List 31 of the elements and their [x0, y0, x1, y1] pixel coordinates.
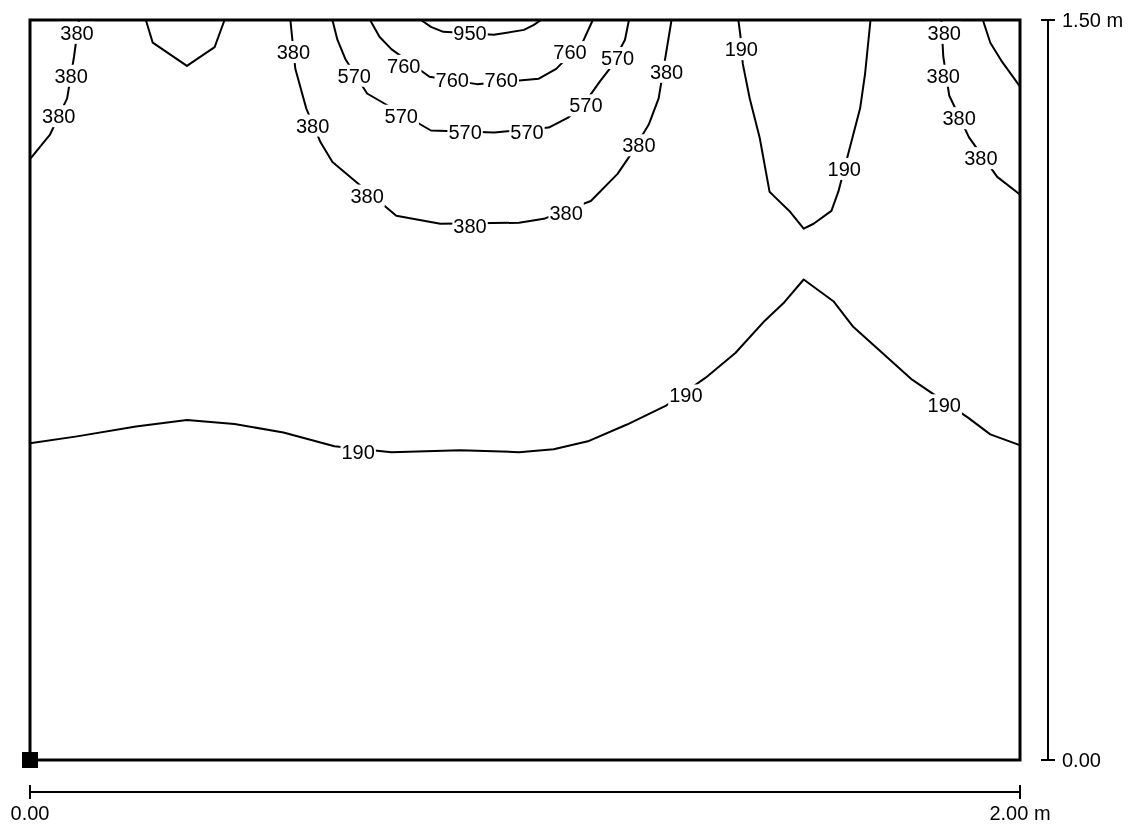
annotation: 190: [341, 441, 375, 464]
annotation: 380: [60, 21, 94, 44]
annotation: 380: [649, 60, 684, 83]
annotation: 380: [622, 134, 656, 157]
annotation: 570: [448, 121, 482, 144]
annotation: 190: [927, 394, 961, 417]
annotation: 570: [510, 121, 544, 144]
annotation: 760: [484, 68, 518, 91]
annotation: 570: [384, 104, 418, 127]
annotation: 380: [350, 184, 384, 207]
annotation: 380: [453, 214, 487, 237]
annotation: 380: [54, 64, 88, 87]
annotation: 380: [276, 41, 311, 64]
annotation: 190: [724, 38, 758, 61]
annotation: 380: [927, 21, 961, 44]
x-tick-label: 2.00 m: [989, 802, 1051, 824]
annotation: 380: [926, 64, 960, 87]
annotation: 380: [295, 114, 330, 137]
annotation: 760: [553, 41, 587, 64]
annotation: 570: [337, 64, 371, 87]
annotation: 570: [600, 46, 635, 69]
annotation: 380: [549, 201, 583, 224]
y-tick-label: 1.50 m: [1062, 9, 1124, 31]
annotation: 190: [669, 384, 703, 407]
annotation: 760: [435, 68, 469, 91]
annotation: 760: [387, 54, 421, 77]
annotation: 380: [942, 107, 976, 130]
annotation: 950: [453, 21, 487, 44]
annotation: 190: [827, 157, 861, 180]
annotation: 380: [964, 147, 998, 170]
annotation: 380: [42, 105, 76, 128]
